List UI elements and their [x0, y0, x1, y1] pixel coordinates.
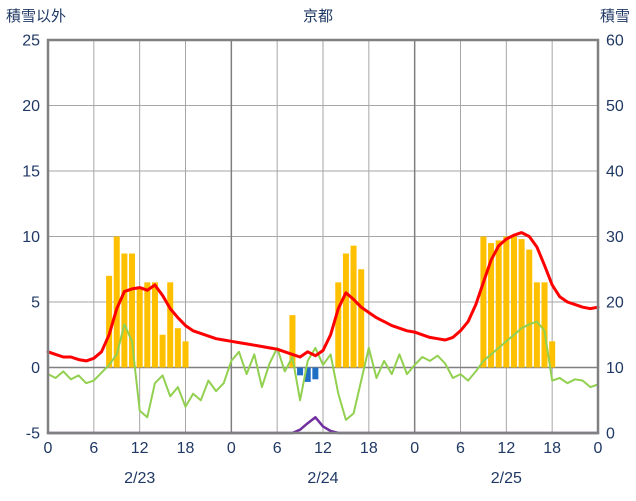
svg-text:18: 18 — [543, 440, 561, 457]
svg-text:12: 12 — [497, 440, 515, 457]
green-line — [47, 320, 599, 421]
chart-title: 京都 — [302, 8, 333, 25]
left-axis-title: 積雪以外 — [6, 8, 67, 25]
svg-text:6: 6 — [89, 440, 98, 457]
svg-text:6: 6 — [273, 440, 282, 457]
svg-text:15: 15 — [22, 164, 40, 181]
svg-text:10: 10 — [22, 229, 40, 246]
svg-text:0: 0 — [44, 440, 53, 457]
svg-text:-5: -5 — [26, 426, 40, 443]
svg-text:40: 40 — [606, 164, 624, 181]
svg-text:18: 18 — [177, 440, 195, 457]
chart-header: 積雪以外 京都 積雪 — [0, 6, 636, 28]
svg-text:10: 10 — [606, 360, 624, 377]
svg-text:50: 50 — [606, 98, 624, 115]
svg-text:6: 6 — [456, 440, 465, 457]
svg-text:0: 0 — [606, 426, 615, 443]
svg-text:2/25: 2/25 — [491, 470, 522, 487]
svg-text:0: 0 — [410, 440, 419, 457]
svg-text:12: 12 — [131, 440, 149, 457]
svg-text:0: 0 — [31, 360, 40, 377]
svg-text:18: 18 — [360, 440, 378, 457]
red-line — [46, 231, 600, 363]
svg-text:5: 5 — [31, 295, 40, 312]
orange-bars — [106, 236, 556, 368]
svg-text:12: 12 — [314, 440, 332, 457]
svg-text:0: 0 — [227, 440, 236, 457]
svg-text:60: 60 — [606, 33, 624, 50]
svg-text:20: 20 — [22, 98, 40, 115]
svg-text:2/23: 2/23 — [124, 470, 155, 487]
svg-text:2/24: 2/24 — [307, 470, 338, 487]
right-axis-title: 積雪 — [599, 8, 630, 25]
plot-frame — [46, 38, 600, 435]
blue-bars — [297, 367, 319, 382]
svg-text:25: 25 — [22, 33, 40, 50]
svg-text:0: 0 — [594, 440, 603, 457]
svg-text:20: 20 — [606, 295, 624, 312]
svg-text:30: 30 — [606, 229, 624, 246]
